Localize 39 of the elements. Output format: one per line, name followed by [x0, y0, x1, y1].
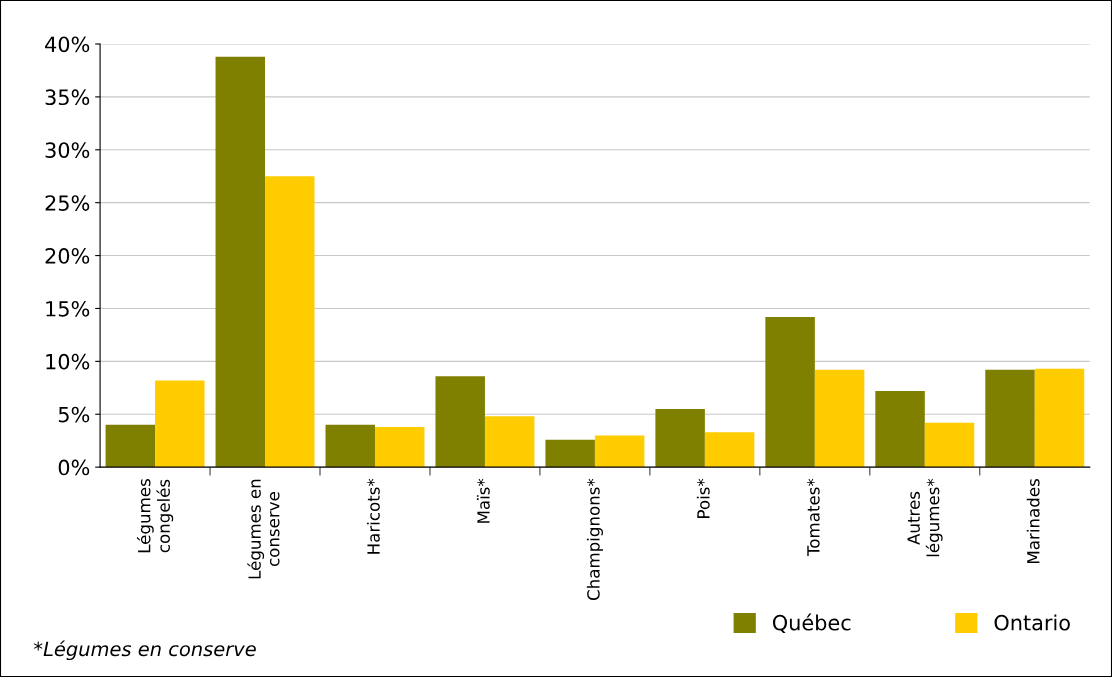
bar	[374, 426, 425, 468]
bar	[875, 390, 925, 468]
bar	[545, 439, 595, 468]
y-tick-label: 40%	[45, 36, 90, 53]
bar	[814, 369, 865, 468]
legend-label: Ontario	[994, 614, 1070, 631]
x-tick-label: Pois*	[696, 478, 710, 518]
y-tick-label: 0%	[58, 459, 90, 476]
y-tick-label: 25%	[45, 195, 90, 211]
x-tick-label: Légumes congelés	[136, 479, 174, 553]
x-tick-label: Marinades	[1026, 479, 1040, 563]
text: *Légumes en conserve	[33, 640, 256, 661]
bar	[985, 369, 1035, 468]
x-tick-label: Autres légumes*	[907, 478, 943, 557]
y-tick-label: 30%	[45, 142, 90, 158]
y-tick-label: 15%	[46, 300, 90, 317]
x-tick-label: Maïs*	[476, 478, 490, 523]
y-tick-label: 20%	[45, 248, 90, 264]
bar	[704, 432, 755, 468]
y-tick-label: 10%	[46, 353, 90, 370]
bar	[1034, 368, 1085, 468]
y-tick-label: 35%	[45, 89, 90, 106]
bar	[655, 408, 705, 468]
bar	[215, 56, 266, 468]
x-tick-label: Haricots*	[366, 478, 380, 554]
x-tick-label: Légumes en conserve	[247, 479, 280, 579]
x-tick-label: Champignons*	[586, 478, 603, 601]
legend-label: Québec	[772, 613, 851, 633]
y-tick-label: 5%	[58, 406, 90, 423]
bar	[484, 416, 535, 468]
bar	[325, 424, 375, 468]
x-tick-label: Tomates*	[807, 478, 820, 557]
bar	[765, 316, 815, 468]
bar	[435, 376, 485, 468]
bar	[105, 424, 156, 468]
bar	[155, 380, 205, 468]
bar	[924, 422, 975, 468]
bar	[594, 435, 645, 468]
bar	[265, 176, 315, 468]
